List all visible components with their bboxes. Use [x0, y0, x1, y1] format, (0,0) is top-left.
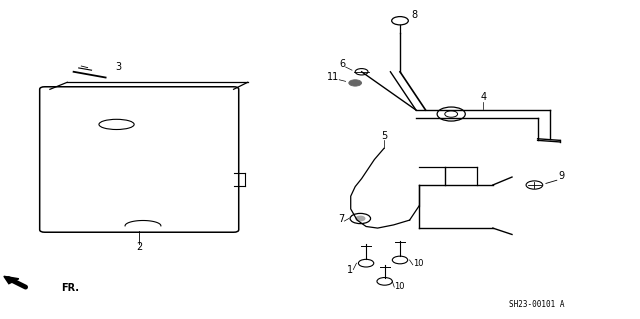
Text: FR.: FR.	[61, 283, 79, 293]
Text: 7: 7	[338, 214, 344, 224]
Text: 3: 3	[115, 62, 122, 72]
Circle shape	[356, 216, 365, 221]
Text: 8: 8	[412, 10, 418, 20]
Polygon shape	[4, 276, 19, 284]
Text: 4: 4	[480, 93, 486, 102]
Text: 5: 5	[381, 131, 387, 141]
Text: 11: 11	[327, 72, 339, 82]
Text: 1: 1	[347, 265, 353, 275]
FancyBboxPatch shape	[40, 87, 239, 232]
Text: 10: 10	[413, 259, 423, 268]
Text: SH23-00101 A: SH23-00101 A	[509, 300, 564, 309]
Circle shape	[349, 80, 362, 86]
Text: 10: 10	[394, 282, 404, 291]
Text: 2: 2	[136, 242, 142, 252]
Text: 6: 6	[339, 59, 346, 69]
Ellipse shape	[99, 119, 134, 130]
Text: 9: 9	[559, 171, 565, 181]
